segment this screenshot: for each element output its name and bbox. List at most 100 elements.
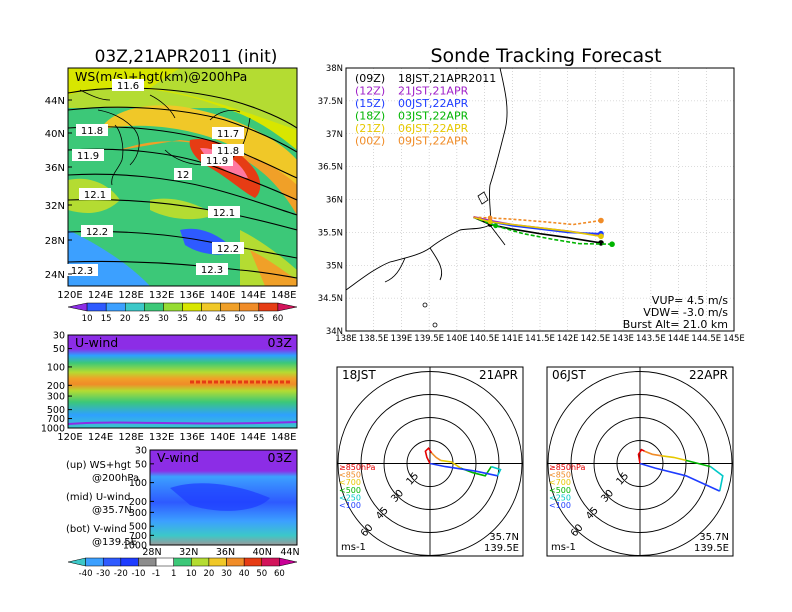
uv-colorbar-label: -1 bbox=[152, 569, 160, 579]
lon-tick-label: 144E bbox=[240, 432, 265, 443]
lon-tick-label: 144.5E bbox=[691, 334, 721, 344]
hodograph-level-label: <850 bbox=[549, 471, 571, 480]
hodograph-lat: 35.7N bbox=[699, 532, 729, 543]
track-line bbox=[473, 216, 602, 238]
burst-point bbox=[598, 233, 604, 240]
u-wind-label: U-wind bbox=[75, 335, 118, 350]
lon-tick-label: 148E bbox=[271, 290, 296, 301]
ws-map-label: WS(m/s)+hgt(km)@200hPa bbox=[75, 69, 247, 84]
track-map-frame bbox=[345, 67, 735, 332]
lat-tick-label: 37.5N bbox=[318, 97, 343, 107]
lat-tick-label: 44N bbox=[45, 96, 65, 107]
lon-tick-label: 144E bbox=[240, 290, 265, 301]
lon-tick-label: 145E bbox=[723, 334, 745, 344]
lon-tick-label: 124E bbox=[88, 290, 113, 301]
uv-colorbar-label: 20 bbox=[204, 569, 215, 579]
hodograph-lat: 35.7N bbox=[489, 532, 519, 543]
hodograph-unit: ms-1 bbox=[341, 542, 366, 553]
uv-colorbar-swatch bbox=[243, 557, 263, 567]
lon-tick-label: 139.5E bbox=[414, 334, 444, 344]
lat-tick-label: 36.5N bbox=[318, 163, 343, 173]
track-legend-label: 06JST,22APR bbox=[398, 122, 469, 135]
ws-colorbar-swatch bbox=[86, 302, 107, 312]
hodograph-level-label: <250 bbox=[339, 493, 361, 502]
uv-colorbar-label: 30 bbox=[221, 569, 232, 579]
contour-label-bg bbox=[112, 79, 144, 91]
hodograph-trace bbox=[661, 455, 687, 462]
hodograph-level-label: <100 bbox=[549, 501, 571, 510]
uv-colorbar-swatch bbox=[261, 557, 280, 567]
track-point bbox=[487, 215, 493, 221]
lat-tick-label: 36N bbox=[216, 547, 235, 558]
ws-colorbar-label: 40 bbox=[196, 314, 207, 324]
lat-tick-label: 32N bbox=[45, 201, 65, 212]
vup-text: VUP= 4.5 m/s bbox=[652, 294, 728, 307]
contour-label-bg bbox=[81, 225, 113, 237]
hodograph-level-label: <500 bbox=[339, 486, 361, 495]
contour-label-bg bbox=[79, 188, 111, 200]
uv-colorbar-swatch bbox=[67, 557, 86, 567]
uv-colorbar-swatch bbox=[120, 557, 139, 567]
legend-note-sub: @200hPa bbox=[92, 473, 139, 484]
pressure-tick-label: 300 bbox=[47, 392, 65, 403]
hodograph-level-label: ≥850hPa bbox=[549, 463, 586, 472]
ws-colorbar-swatch bbox=[220, 302, 241, 312]
ws-colorbar-swatch bbox=[277, 302, 298, 312]
lon-tick-label: 148E bbox=[271, 432, 296, 443]
pressure-tick-label: 200 bbox=[129, 497, 147, 508]
burst-point bbox=[609, 241, 615, 248]
legend-note-title: (mid) U-wind bbox=[66, 492, 130, 503]
lon-tick-label: 132E bbox=[149, 432, 174, 443]
uv-colorbar-label: -20 bbox=[114, 569, 128, 579]
ws-map-lon-ticks: 120E 124E 128E 132E 136E 140E 144E 148E bbox=[57, 290, 296, 301]
lat-tick-label: 35N bbox=[326, 261, 343, 271]
track-legend-label: 18JST,21APR2011 bbox=[398, 72, 496, 85]
uv-colorbar: -40 -30 -20 -10 -1 1 10 20 30 40 50 60 bbox=[67, 557, 298, 579]
uv-colorbar-label: 60 bbox=[274, 569, 285, 579]
lon-tick-label: 140E bbox=[210, 290, 235, 301]
hodograph-trace bbox=[644, 450, 662, 457]
track-line bbox=[473, 216, 602, 226]
lon-tick-label: 128E bbox=[118, 432, 143, 443]
lat-tick-label: 28N bbox=[45, 236, 65, 247]
ws-map-contour-labels: 11.611.711.811.811.9 11.91212.112.112.212… bbox=[66, 79, 244, 277]
contour-label: 11.8 bbox=[217, 146, 239, 157]
hodograph-level-label: <700 bbox=[339, 478, 361, 487]
ws-colorbar-label: 10 bbox=[82, 314, 93, 324]
hodograph-lon: 139.5E bbox=[484, 543, 519, 554]
ws-colorbar-swatch bbox=[105, 302, 126, 312]
lon-tick-label: 140E bbox=[210, 432, 235, 443]
hodograph-date: 22APR bbox=[689, 368, 728, 382]
track-legend-label: 03JST,22APR bbox=[398, 110, 469, 123]
ws-colorbar-label: 30 bbox=[158, 314, 169, 324]
lon-tick-label: 138.5E bbox=[359, 334, 389, 344]
track-map-coastline bbox=[346, 68, 615, 328]
hodograph-level-label: <850 bbox=[339, 471, 361, 480]
uv-colorbar-swatch bbox=[138, 557, 157, 567]
hodograph-lon: 139.5E bbox=[694, 543, 729, 554]
uv-colorbar-label: -40 bbox=[79, 569, 93, 579]
v-wind-label: V-wind bbox=[157, 450, 199, 465]
contour-label: 12.3 bbox=[201, 265, 223, 276]
contour-label-bg bbox=[208, 206, 240, 218]
legend-note-title: (up) WS+hgt bbox=[66, 460, 131, 471]
contour-label: 12.1 bbox=[84, 190, 106, 201]
contour-label-bg bbox=[212, 127, 244, 139]
lon-tick-label: 136E bbox=[179, 290, 204, 301]
hodograph-time: 18JST bbox=[342, 368, 376, 382]
lat-tick-label: 38N bbox=[326, 64, 343, 74]
lat-tick-label: 32N bbox=[179, 547, 198, 558]
pressure-tick-label: 50 bbox=[135, 459, 147, 470]
contour-label-bg bbox=[72, 149, 104, 161]
lon-tick-label: 139E bbox=[391, 334, 413, 344]
lat-tick-label: 24N bbox=[45, 270, 65, 281]
lon-tick-label: 144E bbox=[668, 334, 690, 344]
